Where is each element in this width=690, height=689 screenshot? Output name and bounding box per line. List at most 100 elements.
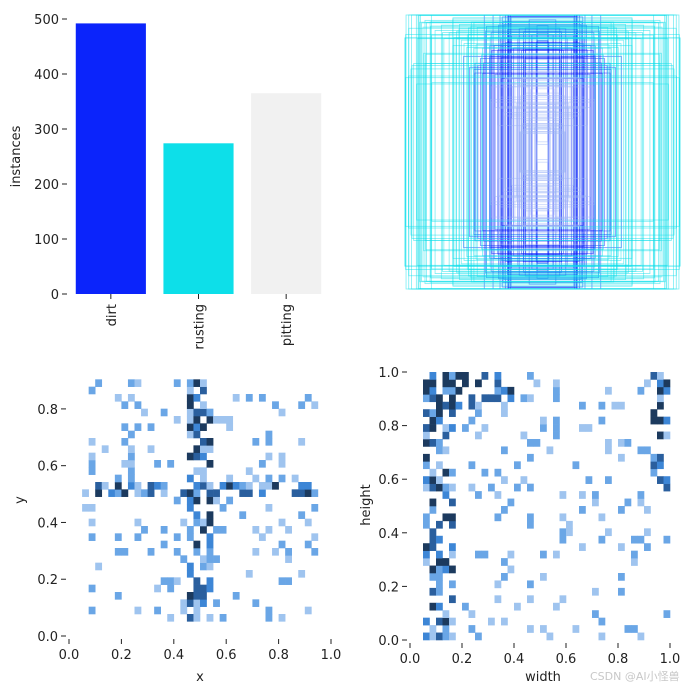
y-tick-label: 0.0 bbox=[37, 630, 58, 645]
box-pitting bbox=[523, 128, 562, 176]
heat-cell bbox=[449, 498, 456, 507]
heat-cell bbox=[442, 565, 450, 574]
y-tick-label: 200 bbox=[34, 178, 59, 193]
heat-cell bbox=[298, 438, 306, 446]
heat-cell bbox=[206, 548, 214, 556]
box-pitting bbox=[500, 70, 585, 234]
heat-cell bbox=[298, 482, 306, 490]
heat-cell bbox=[442, 424, 450, 432]
heat-cell bbox=[553, 394, 560, 403]
heat-cell bbox=[650, 468, 658, 477]
box-pitting bbox=[514, 80, 571, 224]
box-rusting bbox=[470, 21, 615, 283]
heat-cell bbox=[127, 445, 135, 453]
box-rusting bbox=[410, 68, 675, 236]
box-pitting bbox=[490, 98, 595, 206]
heat-cell bbox=[226, 482, 234, 490]
heat-cell bbox=[429, 573, 437, 581]
heat-cell bbox=[278, 408, 286, 417]
heat-cell bbox=[88, 518, 96, 527]
box-rusting bbox=[424, 63, 661, 241]
heat-cell bbox=[520, 431, 528, 440]
heat-cell bbox=[494, 513, 502, 522]
box-dirt bbox=[491, 49, 594, 255]
heat-cell bbox=[657, 394, 664, 403]
heat-cell bbox=[193, 577, 201, 585]
heat-cell bbox=[88, 452, 96, 461]
heat-cell bbox=[193, 416, 201, 424]
heat-cell bbox=[232, 482, 240, 490]
box-pitting bbox=[528, 72, 557, 232]
box-rusting bbox=[448, 32, 637, 272]
heat-cell bbox=[147, 445, 155, 453]
heat-cell bbox=[520, 394, 528, 403]
box-pitting bbox=[536, 141, 549, 163]
heat-cell bbox=[436, 409, 443, 417]
heat-cell bbox=[186, 599, 194, 607]
heat-cell bbox=[160, 526, 168, 534]
heat-cell bbox=[481, 550, 489, 559]
y-axis-label: instances bbox=[9, 125, 24, 187]
heat-cell bbox=[186, 489, 194, 497]
heat-cell bbox=[278, 614, 286, 622]
instances-bar-chart: 0 100 200 300 400 500 dirt rusting pitting instan… bbox=[9, 13, 322, 350]
heat-cell bbox=[436, 483, 443, 492]
heat-cell bbox=[468, 401, 476, 410]
heat-cell bbox=[429, 379, 437, 388]
heat-cell bbox=[278, 577, 286, 585]
heat-cell bbox=[507, 498, 515, 507]
x-tick-label: 0.4 bbox=[504, 652, 525, 667]
x-tick-label: 0.4 bbox=[163, 648, 184, 663]
heat-cell bbox=[226, 496, 234, 505]
heat-cell bbox=[598, 535, 606, 544]
heat-cell bbox=[423, 394, 430, 403]
heat-cell bbox=[631, 558, 638, 566]
box-pitting bbox=[534, 94, 551, 210]
heat-cell bbox=[540, 416, 547, 425]
heat-cell bbox=[226, 416, 234, 424]
box-pitting bbox=[529, 131, 556, 173]
heat-cell bbox=[663, 386, 671, 395]
heat-cell bbox=[88, 606, 96, 615]
heat-cell bbox=[252, 438, 260, 446]
heat-cell bbox=[206, 577, 214, 585]
heat-cell bbox=[592, 498, 599, 507]
heat-cell bbox=[252, 474, 260, 483]
heat-cell bbox=[429, 416, 437, 425]
heat-cell bbox=[193, 518, 201, 527]
heat-cell bbox=[193, 430, 201, 439]
heat-cell bbox=[475, 632, 482, 641]
box-pitting bbox=[490, 101, 595, 203]
heat-cell bbox=[239, 489, 247, 497]
heat-cell bbox=[285, 526, 292, 534]
heat-cell bbox=[605, 446, 612, 455]
heat-cell bbox=[200, 555, 207, 563]
heat-cell bbox=[644, 528, 651, 537]
heat-cell bbox=[637, 446, 645, 455]
heat-cell bbox=[494, 595, 502, 604]
x-axis-label: width bbox=[525, 670, 561, 685]
heat-cell bbox=[114, 533, 122, 541]
heat-cell bbox=[134, 423, 142, 431]
heat-cell bbox=[121, 548, 129, 556]
heat-cell bbox=[88, 460, 96, 468]
heat-cell bbox=[442, 401, 450, 410]
heat-cell bbox=[527, 580, 534, 589]
box-rusting bbox=[476, 27, 609, 277]
heat-cell bbox=[108, 489, 116, 497]
heat-cell bbox=[200, 445, 207, 453]
heat-cell bbox=[657, 431, 664, 440]
heat-cell bbox=[442, 625, 450, 633]
box-pitting bbox=[536, 143, 549, 161]
heat-cell bbox=[127, 394, 135, 402]
heat-cell bbox=[160, 577, 168, 585]
box-rusting bbox=[418, 15, 667, 289]
heat-cell bbox=[298, 570, 306, 578]
heat-cell bbox=[449, 632, 456, 641]
heat-cell bbox=[200, 379, 207, 387]
heat-cell bbox=[423, 617, 430, 626]
heat-cell bbox=[186, 430, 194, 439]
heat-cell bbox=[468, 394, 476, 403]
heat-cell bbox=[436, 461, 443, 470]
heat-cell bbox=[114, 482, 122, 490]
